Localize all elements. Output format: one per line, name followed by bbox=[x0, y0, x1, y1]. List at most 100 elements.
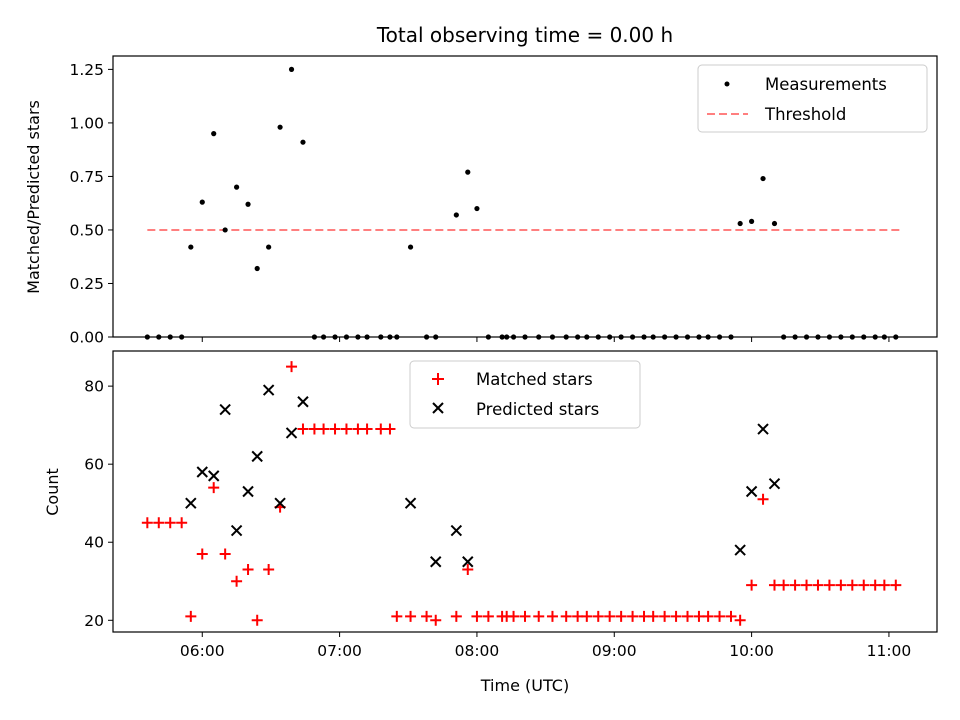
matched-star-point bbox=[141, 517, 153, 529]
matched-star-point bbox=[430, 614, 442, 626]
legend-matched-marker bbox=[432, 373, 444, 385]
matched-star-point bbox=[702, 610, 714, 622]
matched-star-point bbox=[231, 575, 243, 587]
bottom-x-tick-label: 09:00 bbox=[592, 642, 637, 660]
bottom-legend: Matched stars Predicted stars bbox=[409, 360, 641, 429]
matched-star-point bbox=[286, 361, 298, 373]
matched-star-point bbox=[185, 610, 197, 622]
predicted-star-point bbox=[185, 497, 197, 509]
matched-star-point bbox=[384, 423, 396, 435]
matched-star-point bbox=[560, 610, 572, 622]
predicted-star-point bbox=[251, 450, 263, 463]
predicted-star-point bbox=[297, 396, 309, 408]
matched-star-point bbox=[604, 610, 616, 622]
bottom-y-tick-label: 20 bbox=[84, 612, 104, 630]
top-y-tick-label: 0.50 bbox=[69, 221, 104, 239]
matched-star-point bbox=[297, 423, 309, 435]
matched-star-point bbox=[242, 564, 254, 576]
matched-star-point bbox=[725, 610, 737, 622]
top-y-tick-label: 1.25 bbox=[69, 61, 104, 79]
matched-star-point bbox=[846, 579, 858, 591]
bottom-x-tick-label: 07:00 bbox=[317, 642, 362, 660]
matched-star-point bbox=[670, 610, 682, 622]
predicted-star-point bbox=[242, 485, 254, 498]
matched-star-point bbox=[533, 610, 545, 622]
matched-star-point bbox=[450, 610, 462, 622]
top-y-tick-label: 0.25 bbox=[69, 275, 104, 293]
predicted-star-point bbox=[196, 466, 208, 478]
legend-predicted-marker bbox=[432, 402, 444, 414]
bottom-y-tick-label: 40 bbox=[84, 534, 104, 552]
measurement-point bbox=[222, 227, 228, 233]
matched-star-point bbox=[471, 610, 483, 622]
bottom-x-tick-label: 11:00 bbox=[867, 642, 912, 660]
predicted-star-point bbox=[768, 477, 781, 490]
matched-star-point bbox=[318, 423, 330, 435]
measurement-point bbox=[474, 205, 480, 212]
matched-star-point bbox=[251, 614, 263, 626]
matched-star-point bbox=[164, 517, 176, 529]
matched-star-point bbox=[405, 610, 417, 622]
matched-star-point bbox=[153, 517, 165, 529]
matched-star-point bbox=[878, 579, 890, 591]
top-y-axis-label: Matched/Predicted stars bbox=[24, 100, 43, 294]
measurement-point bbox=[245, 201, 251, 207]
matched-star-point bbox=[361, 423, 373, 435]
matched-star-point bbox=[823, 579, 835, 591]
bottom-y-axis-label: Count bbox=[43, 468, 62, 516]
top-y-tick-label: 0.00 bbox=[69, 329, 104, 347]
matched-star-point bbox=[482, 610, 494, 622]
bottom-x-tick-label: 06:00 bbox=[180, 642, 225, 660]
predicted-star-point bbox=[462, 556, 474, 568]
measurement-point bbox=[771, 220, 778, 227]
predicted-star-point bbox=[274, 497, 286, 509]
top-y-tick-label: 1.00 bbox=[69, 114, 104, 132]
matched-star-point bbox=[546, 610, 558, 622]
bottom-x-tick-label: 08:00 bbox=[455, 642, 500, 660]
matched-star-point bbox=[778, 579, 790, 591]
matched-star-point bbox=[592, 610, 604, 622]
matched-star-point bbox=[858, 579, 870, 591]
matched-star-point bbox=[263, 564, 275, 576]
measurement-point bbox=[199, 199, 205, 205]
predicted-star-point bbox=[430, 556, 442, 568]
bottom-y-tick-label: 60 bbox=[84, 456, 104, 474]
matched-star-point bbox=[801, 579, 813, 591]
bottom-x-tick-label: 10:00 bbox=[729, 642, 774, 660]
matched-star-point bbox=[581, 610, 593, 622]
legend-predicted-label: Predicted stars bbox=[476, 400, 599, 419]
measurement-point bbox=[266, 244, 272, 250]
matched-star-point bbox=[615, 610, 627, 622]
legend-threshold-label: Threshold bbox=[764, 105, 846, 124]
matched-star-point bbox=[329, 423, 341, 435]
matched-star-point bbox=[746, 579, 758, 591]
measurement-point bbox=[211, 131, 217, 137]
predicted-star-point bbox=[404, 497, 417, 509]
measurement-point bbox=[254, 265, 260, 272]
measurement-point bbox=[300, 139, 306, 145]
measurement-point bbox=[277, 124, 283, 130]
measurement-point bbox=[760, 175, 766, 182]
measurement-point bbox=[453, 212, 459, 218]
matched-star-point bbox=[176, 517, 188, 529]
matched-star-point bbox=[196, 548, 208, 560]
matched-star-point bbox=[835, 579, 847, 591]
legend-matched-label: Matched stars bbox=[476, 370, 593, 389]
predicted-star-point bbox=[745, 485, 758, 498]
measurement-point bbox=[407, 244, 414, 250]
predicted-star-point bbox=[734, 544, 746, 556]
measurement-point bbox=[288, 66, 295, 72]
measurement-point bbox=[749, 218, 755, 224]
predicted-star-point bbox=[285, 427, 298, 439]
matched-star-point bbox=[208, 482, 220, 494]
matched-star-point bbox=[462, 564, 474, 576]
matched-star-point bbox=[647, 610, 659, 622]
bottom-y-tick-label: 80 bbox=[84, 378, 104, 396]
matched-star-point bbox=[890, 579, 902, 591]
matched-star-point bbox=[421, 610, 433, 622]
matched-star-point bbox=[391, 610, 403, 622]
measurement-point bbox=[234, 184, 240, 190]
measurement-point bbox=[737, 220, 743, 227]
matched-star-point bbox=[789, 579, 801, 591]
